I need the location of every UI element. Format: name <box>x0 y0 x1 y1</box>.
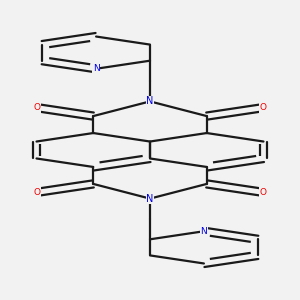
Text: O: O <box>33 103 40 112</box>
Text: N: N <box>200 227 207 236</box>
Text: O: O <box>33 188 40 197</box>
Text: O: O <box>260 188 267 197</box>
Text: N: N <box>146 194 154 204</box>
Text: N: N <box>146 96 154 106</box>
Text: O: O <box>260 103 267 112</box>
Text: N: N <box>93 64 100 73</box>
